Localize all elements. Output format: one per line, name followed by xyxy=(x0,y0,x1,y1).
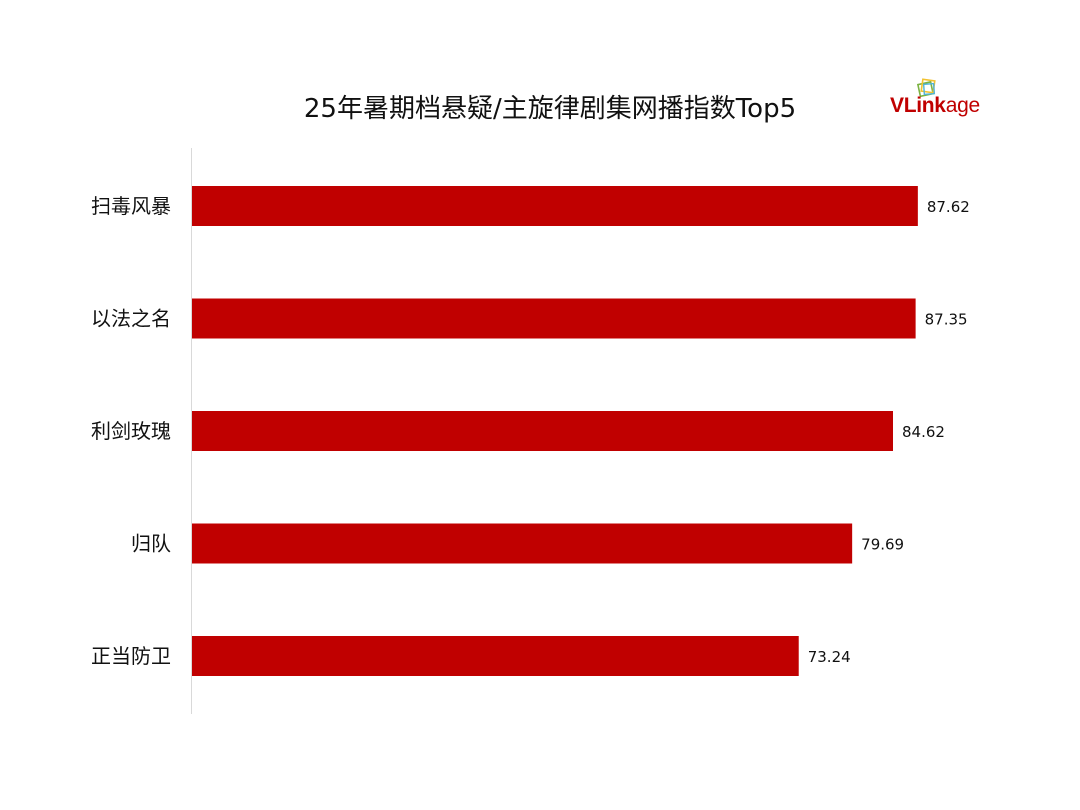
category-label-4: 归队 xyxy=(131,532,171,556)
vlinkage-logo: VLinkage xyxy=(890,78,1000,128)
value-label-1: 87.62 xyxy=(927,198,970,216)
category-label-1: 扫毒风暴 xyxy=(91,194,171,218)
bar-3 xyxy=(192,411,893,451)
value-label-2: 87.35 xyxy=(925,311,968,329)
category-label-3: 利剑玫瑰 xyxy=(91,419,171,443)
category-label-2: 以法之名 xyxy=(91,307,171,331)
chart-title: 25年暑期档悬疑/主旋律剧集网播指数Top5 xyxy=(303,94,797,124)
logo-text-secondary: age xyxy=(945,94,980,117)
logo-mark-icon xyxy=(916,78,936,98)
logo-text: VLinkage xyxy=(890,94,980,118)
value-label-3: 84.62 xyxy=(902,423,945,441)
bar-5 xyxy=(192,636,799,676)
bar-2 xyxy=(192,298,916,339)
value-label-5: 73.24 xyxy=(808,648,851,666)
bar-4 xyxy=(192,523,853,564)
logo-text-primary: VLink xyxy=(890,94,946,117)
value-label-4: 79.69 xyxy=(861,536,904,554)
category-label-5: 正当防卫 xyxy=(91,644,171,668)
bar-group: 扫毒风暴 87.62 以法之名 87.35 利剑玫瑰 84.62 归队 79.69 正当防卫 73… xyxy=(91,186,970,676)
bar-1 xyxy=(192,186,918,226)
